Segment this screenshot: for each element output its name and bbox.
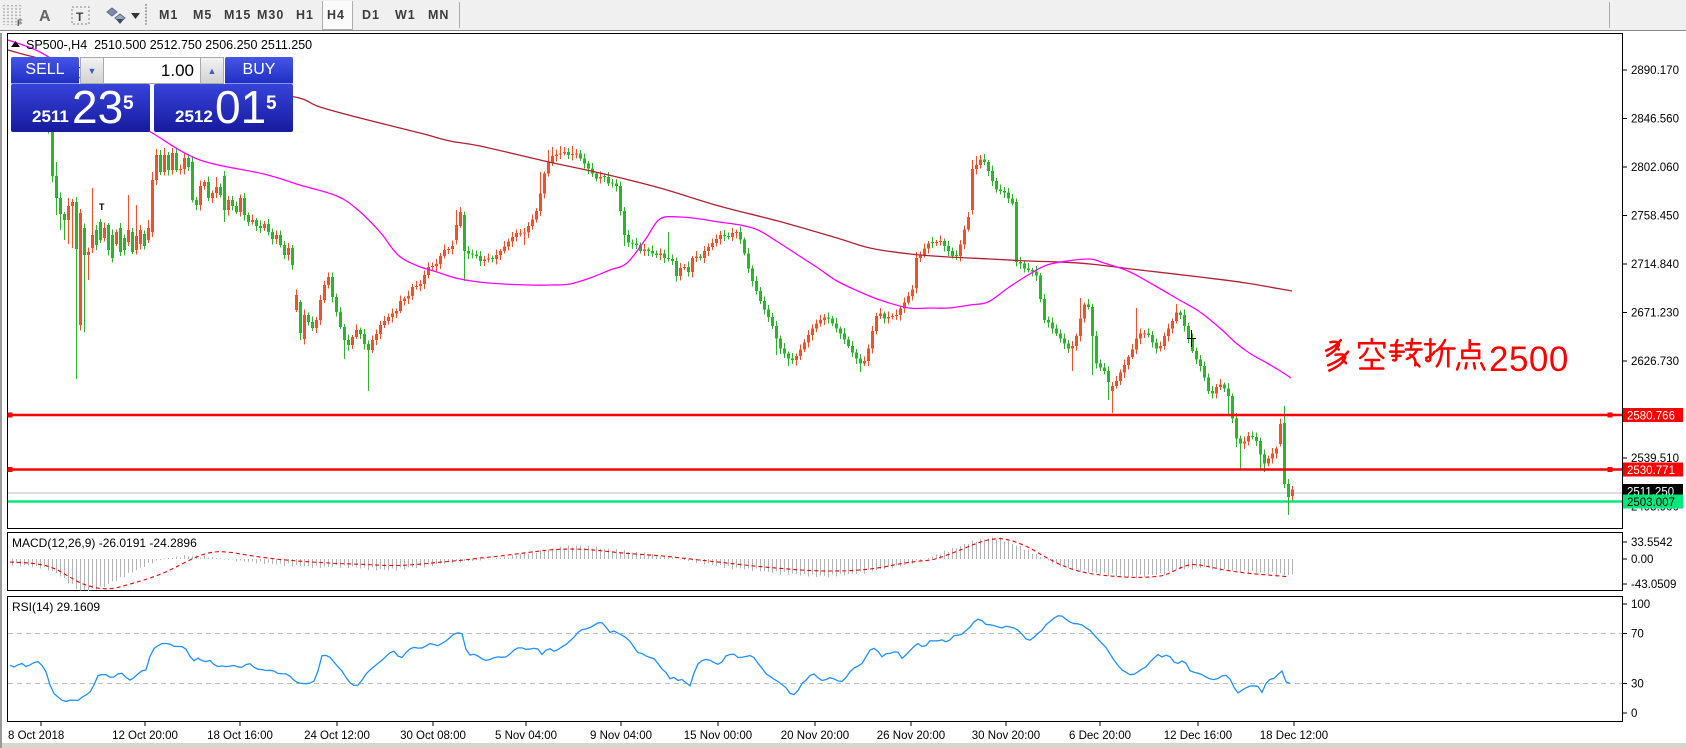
svg-text:18 Dec 12:00: 18 Dec 12:00 bbox=[1260, 730, 1328, 742]
svg-text:RSI(14) 29.1609: RSI(14) 29.1609 bbox=[12, 600, 100, 614]
svg-text:33.5542: 33.5542 bbox=[1631, 537, 1673, 549]
svg-text:30 Oct 08:00: 30 Oct 08:00 bbox=[400, 730, 466, 742]
svg-text:-43.0509: -43.0509 bbox=[1631, 579, 1676, 591]
svg-text:30 Nov 20:00: 30 Nov 20:00 bbox=[972, 730, 1040, 742]
svg-text:2530.771: 2530.771 bbox=[1627, 465, 1675, 477]
svg-text:2580.766: 2580.766 bbox=[1627, 411, 1675, 423]
svg-text:0: 0 bbox=[1631, 708, 1637, 720]
svg-text:F: F bbox=[17, 18, 23, 28]
svg-text:5 Nov 04:00: 5 Nov 04:00 bbox=[495, 730, 557, 742]
svg-text:6 Dec 20:00: 6 Dec 20:00 bbox=[1069, 730, 1131, 742]
svg-text:24 Oct 12:00: 24 Oct 12:00 bbox=[304, 730, 370, 742]
svg-text:SP500-,H4 2510.500 2512.750 2: SP500-,H4 2510.500 2512.750 2506.250 251… bbox=[26, 38, 312, 52]
svg-text:T: T bbox=[99, 202, 105, 212]
svg-text:70: 70 bbox=[1631, 629, 1644, 641]
svg-text:18 Oct 16:00: 18 Oct 16:00 bbox=[207, 730, 273, 742]
svg-text:MACD(12,26,9) -26.0191 -24.289: MACD(12,26,9) -26.0191 -24.2896 bbox=[12, 536, 197, 550]
svg-text:0.00: 0.00 bbox=[1631, 554, 1653, 566]
svg-text:100: 100 bbox=[1631, 599, 1650, 611]
svg-text:2500: 2500 bbox=[1489, 340, 1569, 379]
svg-text:2503.007: 2503.007 bbox=[1627, 497, 1675, 509]
svg-text:2846.560: 2846.560 bbox=[1631, 114, 1679, 126]
svg-text:9 Nov 04:00: 9 Nov 04:00 bbox=[590, 730, 652, 742]
svg-text:2626.730: 2626.730 bbox=[1631, 356, 1679, 368]
svg-text:12 Dec 16:00: 12 Dec 16:00 bbox=[1164, 730, 1232, 742]
svg-text:A: A bbox=[39, 8, 51, 25]
svg-text:2802.060: 2802.060 bbox=[1631, 162, 1679, 174]
svg-text:2758.450: 2758.450 bbox=[1631, 211, 1679, 223]
svg-text:12 Oct 20:00: 12 Oct 20:00 bbox=[112, 730, 178, 742]
svg-text:8 Oct 2018: 8 Oct 2018 bbox=[8, 730, 64, 742]
svg-text:30: 30 bbox=[1631, 679, 1644, 691]
svg-text:20 Nov 20:00: 20 Nov 20:00 bbox=[781, 730, 849, 742]
svg-text:15 Nov 00:00: 15 Nov 00:00 bbox=[684, 730, 752, 742]
svg-text:2671.230: 2671.230 bbox=[1631, 308, 1679, 320]
svg-text:2539.510: 2539.510 bbox=[1631, 453, 1679, 465]
svg-text:2714.840: 2714.840 bbox=[1631, 259, 1679, 271]
svg-text:2890.170: 2890.170 bbox=[1631, 65, 1679, 77]
svg-text:T: T bbox=[76, 10, 84, 24]
svg-text:26 Nov 20:00: 26 Nov 20:00 bbox=[877, 730, 945, 742]
